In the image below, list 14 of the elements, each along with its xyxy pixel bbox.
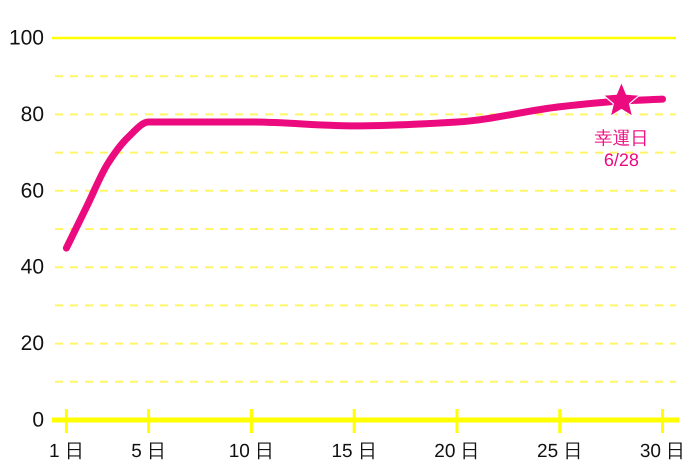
y-tick-label: 20 [20, 332, 44, 356]
y-tick-label: 60 [20, 179, 44, 202]
y-tick-label: 0 [32, 408, 44, 432]
x-tick-label: 10 日 [228, 441, 274, 462]
x-tick-label: 15 日 [331, 441, 377, 462]
y-tick-label: 100 [8, 26, 44, 50]
annotation: 幸運日 6/28 [594, 128, 648, 170]
x-tick-label: 30 日 [640, 441, 686, 462]
x-tick-label: 20 日 [434, 441, 480, 462]
y-tick-label: 80 [20, 102, 44, 126]
y-tick-label: 40 [20, 256, 44, 279]
x-tick-label: 5 日 [131, 441, 166, 462]
x-tick-label: 1 日 [48, 441, 84, 462]
x-tick-label: 25 日 [537, 441, 582, 462]
